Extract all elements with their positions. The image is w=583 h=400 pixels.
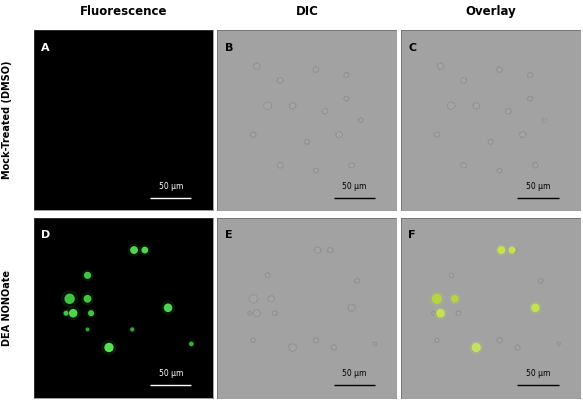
- Circle shape: [66, 307, 80, 320]
- Text: 50 μm: 50 μm: [342, 182, 367, 190]
- Circle shape: [449, 294, 460, 304]
- Text: E: E: [224, 230, 232, 240]
- Text: DIC: DIC: [296, 5, 318, 18]
- Circle shape: [164, 304, 171, 312]
- Circle shape: [85, 327, 90, 332]
- Text: A: A: [41, 43, 50, 53]
- Circle shape: [69, 310, 77, 317]
- Circle shape: [131, 328, 134, 331]
- Text: Mock-Treated (DMSO): Mock-Treated (DMSO): [2, 61, 12, 180]
- Circle shape: [85, 296, 91, 302]
- Circle shape: [430, 292, 444, 306]
- Circle shape: [82, 293, 93, 305]
- Circle shape: [62, 291, 78, 307]
- Circle shape: [452, 296, 458, 302]
- Circle shape: [188, 341, 194, 347]
- Circle shape: [63, 310, 69, 316]
- Text: C: C: [408, 43, 416, 53]
- Text: 50 μm: 50 μm: [526, 369, 550, 378]
- Circle shape: [140, 245, 150, 255]
- Circle shape: [65, 294, 74, 303]
- Text: DEA NONOate: DEA NONOate: [2, 270, 12, 346]
- Text: Overlay: Overlay: [465, 5, 516, 18]
- Text: 50 μm: 50 μm: [526, 182, 550, 190]
- Circle shape: [529, 302, 541, 314]
- Circle shape: [496, 245, 507, 255]
- Text: D: D: [41, 230, 50, 240]
- Circle shape: [89, 311, 93, 316]
- Circle shape: [498, 247, 504, 253]
- Circle shape: [532, 304, 539, 312]
- Circle shape: [129, 327, 135, 332]
- Circle shape: [82, 270, 93, 280]
- Circle shape: [142, 247, 147, 253]
- Circle shape: [470, 341, 483, 354]
- Circle shape: [472, 344, 480, 352]
- Circle shape: [85, 272, 90, 278]
- Text: B: B: [224, 43, 233, 53]
- Circle shape: [128, 244, 140, 256]
- Text: 50 μm: 50 μm: [342, 369, 367, 378]
- Circle shape: [87, 309, 95, 318]
- Circle shape: [437, 310, 444, 317]
- Text: 50 μm: 50 μm: [159, 369, 183, 378]
- Circle shape: [102, 340, 116, 355]
- Circle shape: [105, 344, 113, 352]
- Circle shape: [64, 312, 68, 315]
- Circle shape: [435, 308, 446, 319]
- Text: Fluorescence: Fluorescence: [79, 5, 167, 18]
- Text: 50 μm: 50 μm: [159, 182, 183, 190]
- Circle shape: [131, 247, 137, 253]
- Circle shape: [161, 301, 174, 314]
- Circle shape: [86, 328, 89, 331]
- Circle shape: [189, 342, 193, 346]
- Text: F: F: [408, 230, 416, 240]
- Circle shape: [508, 246, 517, 254]
- Circle shape: [433, 294, 441, 303]
- Circle shape: [510, 247, 515, 253]
